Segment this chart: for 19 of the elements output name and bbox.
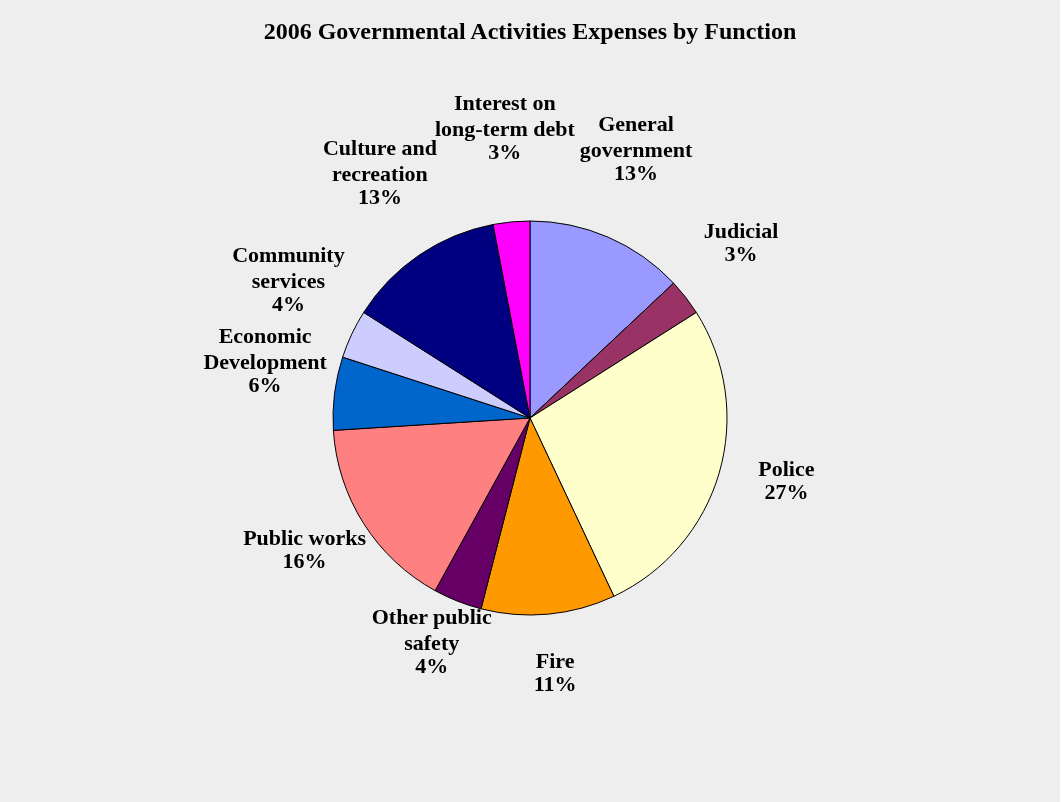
data-label: 13%: [614, 159, 659, 185]
slice-label: Fire: [535, 647, 575, 673]
chart-title: 2006 Governmental Activities Expenses by Function: [263, 18, 797, 44]
slice-label: Community services: [232, 242, 345, 294]
slice-label: Other public safety: [371, 604, 492, 656]
data-label: 27%: [764, 479, 809, 505]
slice-label: Culture and recreation: [322, 135, 437, 187]
data-label: 4%: [271, 291, 305, 317]
data-label: 4%: [415, 653, 449, 679]
slice-label: Police: [758, 456, 815, 482]
data-label: 16%: [282, 548, 327, 574]
data-label: 13%: [357, 184, 402, 210]
slice-label: Judicial: [703, 218, 779, 244]
data-label: 3%: [724, 241, 758, 267]
data-label: 11%: [533, 670, 577, 696]
slice-label: General government: [579, 110, 693, 162]
slice-label: Economic Development: [203, 322, 328, 374]
data-label: 3%: [488, 139, 522, 165]
slice-label: Public works: [243, 525, 367, 551]
